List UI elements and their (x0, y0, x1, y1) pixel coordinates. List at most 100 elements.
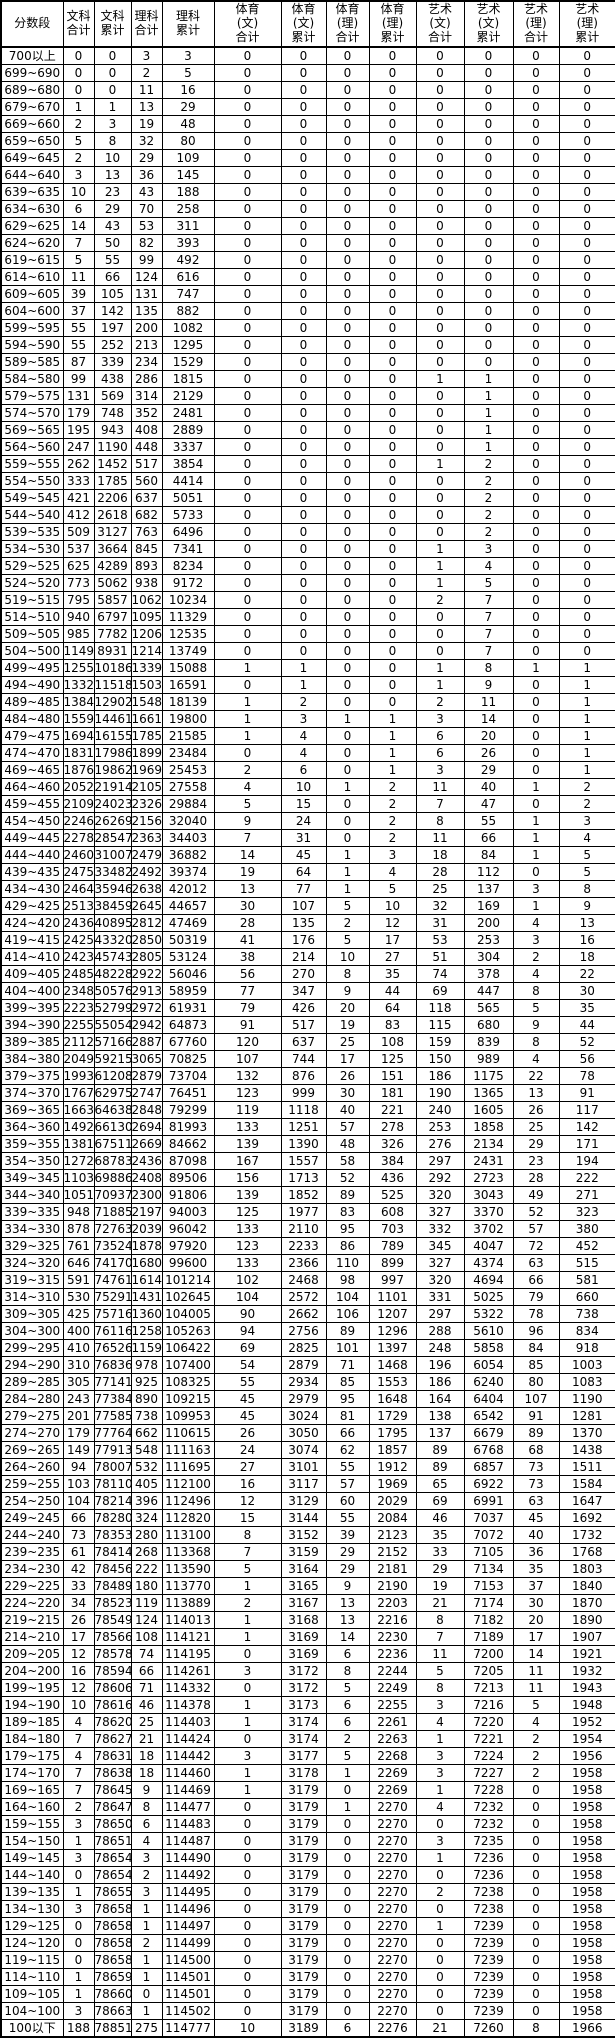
value-cell: 7239 (463, 1934, 514, 1952)
value-cell: 410 (62, 1339, 95, 1357)
value-cell: 78663 (93, 2002, 132, 2020)
score-range-cell: 594~590 (0, 336, 64, 354)
value-cell: 10 (62, 1696, 95, 1714)
value-cell: 2366 (280, 1254, 327, 1272)
score-range-cell: 419~415 (0, 931, 64, 949)
table-row: 249~245 66 78280 324 112820 15 3144 55 2084 46 703… (0, 1509, 615, 1527)
value-cell: 0 (415, 472, 465, 490)
value-cell: 0 (213, 540, 282, 558)
value-cell: 66 (130, 1662, 163, 1680)
value-cell: 0 (368, 676, 417, 694)
value-cell: 1503 (130, 676, 163, 694)
value-cell: 2109 (62, 795, 95, 813)
value-cell: 0 (558, 46, 615, 65)
value-cell: 94003 (161, 1203, 215, 1221)
value-cell: 7 (463, 625, 514, 643)
value-cell: 0 (213, 217, 282, 235)
value-cell: 2 (463, 523, 514, 541)
value-cell: 18 (558, 948, 615, 966)
value-cell: 114378 (161, 1696, 215, 1714)
value-cell: 133 (213, 1220, 282, 1238)
value-cell: 2326 (130, 795, 163, 813)
value-cell: 0 (512, 438, 560, 456)
score-range-cell: 614~610 (0, 268, 64, 286)
value-cell: 1339 (130, 659, 163, 677)
value-cell: 320 (415, 1186, 465, 1204)
value-cell: 70825 (161, 1050, 215, 1068)
value-cell: 0 (415, 1968, 465, 1986)
value-cell: 0 (325, 1968, 370, 1986)
value-cell: 0 (558, 217, 615, 235)
value-cell: 1 (415, 455, 465, 473)
value-cell: 0 (512, 1866, 560, 1884)
score-range-cell: 144~140 (0, 1866, 64, 1884)
score-range-cell: 344~340 (0, 1186, 64, 1204)
value-cell: 0 (368, 217, 417, 235)
value-cell: 7260 (463, 2019, 514, 2038)
value-cell: 8 (130, 1798, 163, 1816)
value-cell: 2206 (93, 489, 132, 507)
value-cell: 1795 (368, 1424, 417, 1442)
value-cell: 12902 (93, 693, 132, 711)
value-cell: 0 (415, 489, 465, 507)
table-row: 244~240 73 78353 280 113100 8 3152 39 2123 35 7072… (0, 1526, 615, 1544)
score-range-cell: 199~195 (0, 1679, 64, 1697)
value-cell: 0 (368, 387, 417, 405)
table-row: 659~650 5 8 32 80 0 0 0 0 0 0 0 0 (0, 132, 615, 150)
score-range-cell: 284~280 (0, 1390, 64, 1408)
value-cell: 2848 (130, 1101, 163, 1119)
value-cell: 262 (62, 455, 95, 473)
value-cell: 19862 (93, 761, 132, 779)
value-cell: 0 (213, 455, 282, 473)
value-cell: 0 (213, 234, 282, 252)
value-cell: 0 (512, 387, 560, 405)
value-cell: 305 (62, 1373, 95, 1391)
value-cell: 0 (415, 234, 465, 252)
value-cell: 2 (512, 1764, 560, 1782)
value-cell: 78627 (93, 1730, 132, 1748)
value-cell: 2112 (62, 1033, 95, 1051)
value-cell: 0 (512, 1849, 560, 1867)
value-cell: 10 (62, 183, 95, 201)
value-cell: 0 (213, 744, 282, 762)
value-cell: 0 (325, 421, 370, 439)
score-range-cell: 584~580 (0, 370, 64, 388)
value-cell: 5 (213, 1560, 282, 1578)
value-cell: 3178 (280, 1764, 327, 1782)
value-cell: 1062 (130, 591, 163, 609)
value-cell: 0 (213, 353, 282, 371)
score-range-cell: 249~245 (0, 1509, 64, 1527)
value-cell: 0 (558, 574, 615, 592)
value-cell: 15 (213, 1509, 282, 1527)
score-range-cell: 149~145 (0, 1849, 64, 1867)
value-cell: 0 (280, 506, 327, 524)
value-cell: 3 (415, 710, 465, 728)
value-cell: 51 (415, 948, 465, 966)
value-cell: 2 (463, 506, 514, 524)
value-cell: 0 (213, 1883, 282, 1901)
value-cell: 333 (62, 472, 95, 490)
table-row: 284~280 243 77384 890 109215 45 2979 95 1648 164 6… (0, 1390, 615, 1408)
value-cell: 7072 (463, 1526, 514, 1544)
column-header-6: 体育 (文) 累计 (280, 0, 327, 48)
value-cell: 78660 (93, 1985, 132, 2003)
value-cell: 0 (280, 472, 327, 490)
value-cell: 0 (325, 1951, 370, 1969)
value-cell: 0 (463, 98, 514, 116)
value-cell: 0 (368, 489, 417, 507)
value-cell: 2246 (62, 812, 95, 830)
value-cell: 1296 (368, 1322, 417, 1340)
value-cell: 0 (512, 200, 560, 218)
value-cell: 40 (512, 1526, 560, 1544)
value-cell: 137 (415, 1424, 465, 1442)
value-cell: 0 (325, 353, 370, 371)
value-cell: 18 (130, 1764, 163, 1782)
value-cell: 34 (62, 1594, 95, 1612)
score-range-cell: 434~430 (0, 880, 64, 898)
value-cell: 1 (130, 1900, 163, 1918)
value-cell: 1 (415, 1849, 465, 1867)
value-cell: 2134 (463, 1135, 514, 1153)
value-cell: 53 (415, 931, 465, 949)
value-cell: 3117 (280, 1475, 327, 1493)
table-row: 414~410 2423 45743 2805 53124 38 214 10 27 51 304 2… (0, 948, 615, 966)
